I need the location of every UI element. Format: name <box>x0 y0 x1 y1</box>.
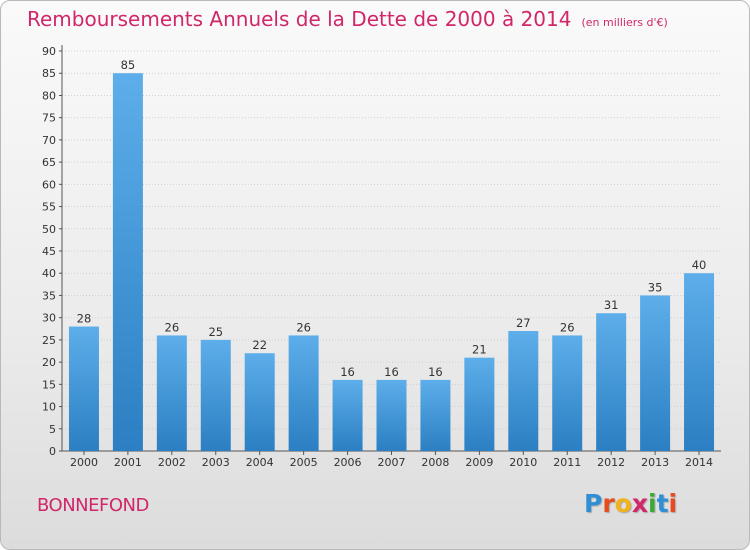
y-tick-label: 15 <box>42 378 56 391</box>
x-tick-label: 2009 <box>465 456 493 469</box>
x-tick-label: 2013 <box>641 456 669 469</box>
x-tick-label: 2001 <box>114 456 142 469</box>
logo-letter: i <box>668 489 678 518</box>
logo-letter: P <box>584 489 603 518</box>
y-tick-label: 45 <box>42 245 56 258</box>
y-tick-label: 30 <box>42 312 56 325</box>
town-name: BONNEFOND <box>37 495 149 516</box>
data-label: 21 <box>472 343 487 357</box>
x-tick-label: 2004 <box>246 456 274 469</box>
x-tick-label: 2002 <box>158 456 186 469</box>
logo-letter: i <box>648 489 657 518</box>
x-tick-label: 2010 <box>509 456 537 469</box>
data-label: 26 <box>296 320 311 334</box>
y-tick-label: 20 <box>42 356 56 369</box>
y-tick-label: 0 <box>49 445 56 458</box>
y-tick-label: 85 <box>42 67 56 80</box>
y-tick-label: 40 <box>42 267 56 280</box>
x-tick-label: 2012 <box>597 456 625 469</box>
data-label: 28 <box>77 312 92 326</box>
bar-2009 <box>464 357 495 451</box>
x-tick-label: 2008 <box>421 456 449 469</box>
logo-letter: r <box>602 489 615 518</box>
x-tick-label: 2014 <box>685 456 713 469</box>
proxiti-logo: Proxiti <box>584 489 677 518</box>
data-label: 25 <box>208 325 223 339</box>
data-label: 26 <box>560 320 575 334</box>
y-tick-label: 65 <box>42 156 56 169</box>
x-tick-label: 2011 <box>553 456 581 469</box>
data-label: 16 <box>340 365 355 379</box>
y-tick-label: 5 <box>49 423 56 436</box>
chart-title: Remboursements Annuels de la Dette de 20… <box>27 7 668 31</box>
x-tick-label: 2003 <box>202 456 230 469</box>
bar-2014 <box>684 273 715 451</box>
data-label: 27 <box>516 316 531 330</box>
bar-2012 <box>596 313 627 451</box>
data-label: 31 <box>604 298 619 312</box>
bar-2005 <box>288 335 319 451</box>
data-label: 35 <box>648 280 663 294</box>
x-tick-label: 2000 <box>70 456 98 469</box>
y-tick-label: 60 <box>42 178 56 191</box>
y-tick-label: 80 <box>42 89 56 102</box>
bar-2006 <box>332 379 363 451</box>
bar-2003 <box>200 339 231 451</box>
y-tick-label: 75 <box>42 112 56 125</box>
data-label: 26 <box>165 320 180 334</box>
x-tick-label: 2007 <box>378 456 406 469</box>
y-tick-label: 35 <box>42 289 56 302</box>
y-tick-label: 70 <box>42 134 56 147</box>
bar-2010 <box>508 331 539 451</box>
logo-letter: t <box>656 489 669 518</box>
data-label: 22 <box>252 338 267 352</box>
logo-letter: x <box>631 489 648 518</box>
chart-title-text: Remboursements Annuels de la Dette de 20… <box>27 7 572 31</box>
bar-2013 <box>640 295 671 451</box>
y-tick-label: 25 <box>42 334 56 347</box>
y-tick-label: 55 <box>42 201 56 214</box>
bar-2002 <box>156 335 187 451</box>
bar-2000 <box>68 326 99 451</box>
data-label: 40 <box>692 258 707 272</box>
data-label: 85 <box>121 58 136 72</box>
bar-2007 <box>376 379 407 451</box>
bar-2008 <box>420 379 451 451</box>
bar-2011 <box>552 335 583 451</box>
y-tick-label: 10 <box>42 401 56 414</box>
bar-2004 <box>244 353 275 451</box>
y-tick-label: 90 <box>42 45 56 58</box>
bar-2001 <box>112 73 143 451</box>
chart-unit: (en milliers d'€) <box>581 16 668 29</box>
data-label: 16 <box>384 365 399 379</box>
logo-letter: o <box>614 489 632 518</box>
x-tick-label: 2006 <box>334 456 362 469</box>
x-tick-label: 2005 <box>290 456 318 469</box>
y-tick-label: 50 <box>42 223 56 236</box>
data-label: 16 <box>428 365 443 379</box>
